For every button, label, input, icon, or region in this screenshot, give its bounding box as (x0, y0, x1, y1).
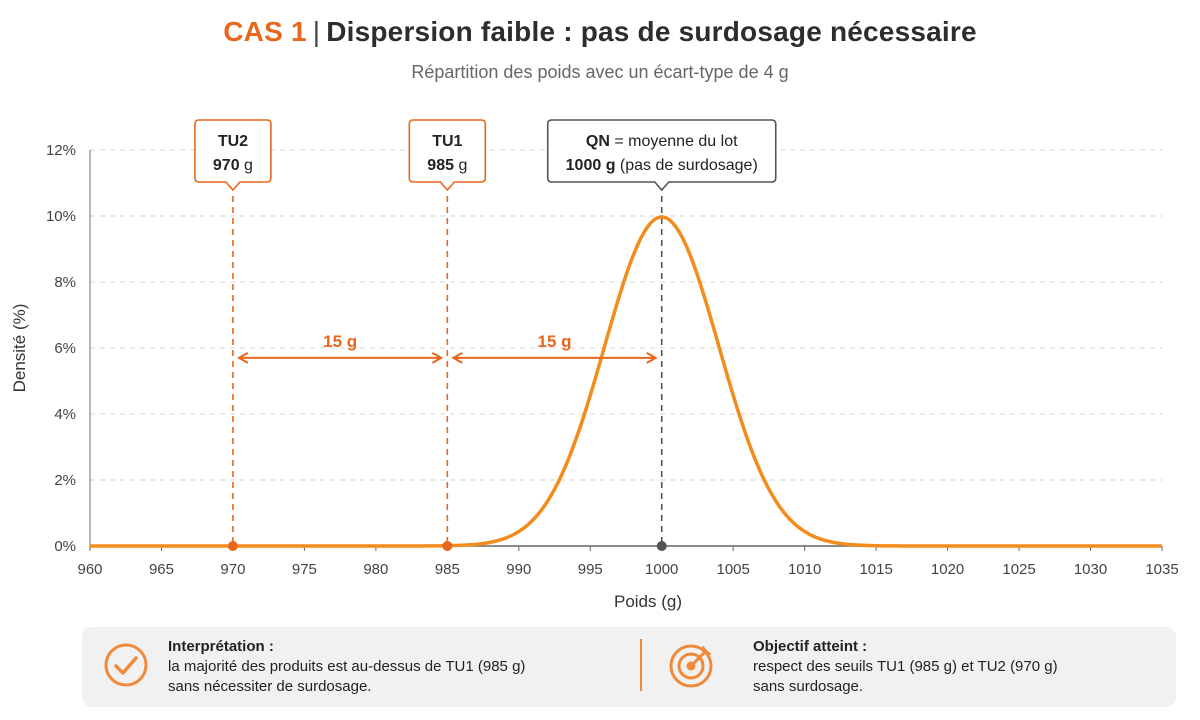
y-tick-label: 8% (54, 274, 76, 291)
interpretation-text: Interprétation : la majorité des produit… (168, 637, 525, 697)
density-chart: 0% 2% 4% 6% 8% 10% 12% 960 965 970 975 980 985 990 995… (10, 119, 1179, 611)
y-tick-label: 0% (54, 538, 76, 555)
annotations: 15 g 15 g (227, 332, 667, 551)
density-curve (90, 215, 1162, 548)
tu1-callout-box (408, 119, 487, 192)
objective-line-1: respect des seuils TU1 (985 g) et TU2 (9… (753, 658, 1058, 675)
tu1-callout: TU1 985 g (408, 119, 487, 192)
tu2-callout: TU2 970 g (194, 119, 272, 192)
x-tick-label: 1025 (1002, 561, 1035, 578)
tu2-callout-box (194, 119, 272, 192)
marker-boxes: TU2 970 g TU1 985 g QN = moyenne du lot 1000 … (194, 119, 777, 192)
title-case-number: CAS 1 (223, 16, 307, 47)
x-tick-label: 975 (292, 561, 317, 578)
interpretation-title: Interprétation : (168, 638, 274, 655)
x-tick-label: 1020 (931, 561, 964, 578)
title-separator: | (312, 16, 321, 47)
objective-line-2: sans surdosage. (753, 678, 864, 695)
curve-layer (90, 215, 1162, 548)
tu1-name: TU1 (432, 133, 462, 150)
qn-name: QN = moyenne du lot (586, 133, 738, 150)
x-tick-label: 990 (506, 561, 531, 578)
x-tick-label: 1030 (1074, 561, 1107, 578)
interpretation-line-1: la majorité des produits est au-dessus d… (168, 658, 526, 675)
check-circle-icon (104, 643, 148, 687)
axes: 0% 2% 4% 6% 8% 10% 12% 960 965 970 975 980 985 990 995… (46, 142, 1179, 578)
interval-arrow-head-right (646, 352, 658, 364)
tu1-point (442, 541, 453, 551)
tu2-value: 970 g (213, 157, 253, 174)
tu2-point (227, 541, 238, 551)
tu2-name: TU2 (218, 133, 248, 150)
y-axis-title: Densité (%) (10, 304, 29, 393)
objective-block: Objectif atteint : respect des seuils TU… (667, 627, 1172, 707)
interval-label: 15 g (323, 332, 357, 351)
interval-arrow-head-left (451, 352, 463, 364)
target-icon (669, 644, 713, 688)
chart-subtitle: Répartition des poids avec un écart-type… (411, 62, 789, 82)
qn-callout: QN = moyenne du lot 1000 g (pas de surdos… (546, 119, 777, 192)
x-tick-label: 995 (578, 561, 603, 578)
title-text: Dispersion faible : pas de surdosage néc… (326, 16, 977, 47)
interval-arrow-head-left (236, 352, 249, 364)
x-tick-label: 980 (363, 561, 388, 578)
x-tick-label: 1015 (859, 561, 892, 578)
reference-lines (232, 196, 663, 546)
interval-arrow-head-right (431, 352, 444, 364)
objective-text: Objectif atteint : respect des seuils TU… (753, 637, 1058, 697)
chart-title: CAS 1 | Dispersion faible : pas de surdosa… (0, 16, 1200, 48)
x-axis-title: Poids (g) (614, 592, 682, 611)
interval-label: 15 g (538, 332, 572, 351)
qn-callout-box (546, 119, 777, 192)
y-tick-label: 6% (54, 340, 76, 357)
qn-point (656, 541, 667, 551)
footer-divider (640, 639, 642, 691)
y-tick-label: 4% (54, 406, 76, 423)
x-tick-label: 965 (149, 561, 174, 578)
y-tick-label: 2% (54, 472, 76, 489)
interpretation-line-2: sans nécessiter de surdosage. (168, 678, 372, 695)
x-tick-label: 1000 (645, 561, 678, 578)
x-tick-label: 960 (77, 561, 102, 578)
interpretation-block: Interprétation : la majorité des produit… (82, 627, 642, 707)
grid-lines (90, 149, 1162, 481)
qn-value: 1000 g (pas de surdosage) (566, 157, 758, 174)
x-tick-label: 985 (435, 561, 460, 578)
footer-panel: Interprétation : la majorité des produit… (82, 627, 1176, 707)
tu1-value: 985 g (427, 157, 467, 174)
y-tick-label: 10% (46, 208, 76, 225)
x-tick-label: 1035 (1145, 561, 1178, 578)
y-tick-label: 12% (46, 142, 76, 159)
objective-title: Objectif atteint : (753, 638, 868, 655)
x-tick-label: 1010 (788, 561, 821, 578)
x-tick-label: 1005 (717, 561, 750, 578)
x-tick-label: 970 (220, 561, 245, 578)
